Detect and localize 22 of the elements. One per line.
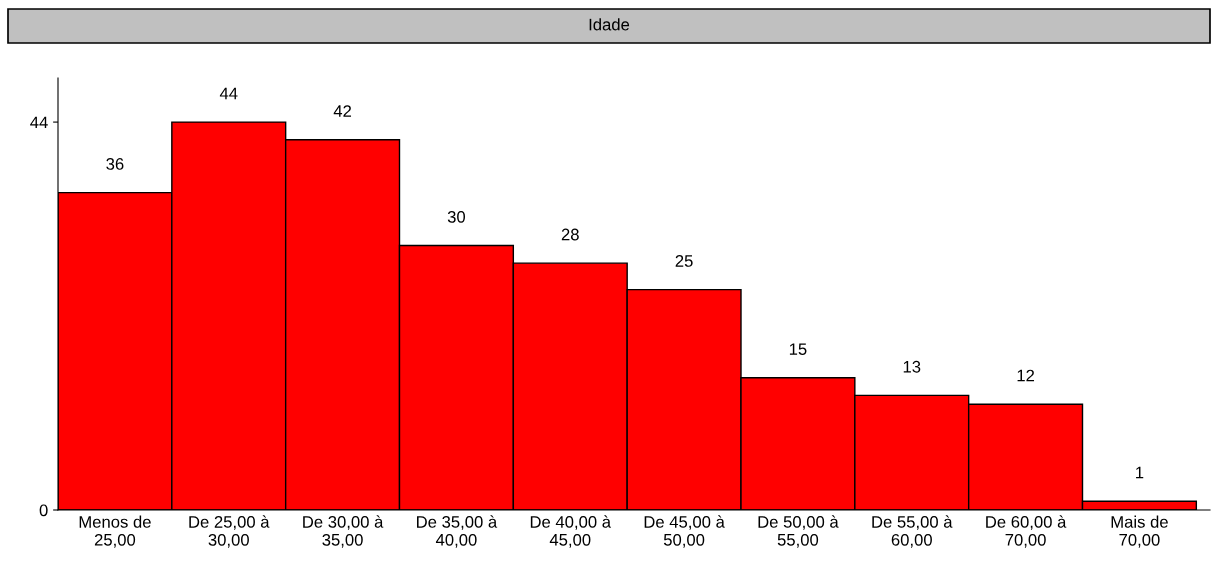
x-tick-label: De 30,00 à 35,00 — [303, 515, 384, 548]
data-label: 30 — [447, 210, 466, 223]
x-tick-label: De 55,00 à 60,00 — [872, 515, 953, 548]
data-label: 15 — [789, 343, 807, 356]
x-tick-label: De 25,00 à 30,00 — [189, 515, 270, 548]
x-tick-label: Menos de 25,00 — [79, 515, 151, 548]
x-tick-label: De 60,00 à 70,00 — [986, 515, 1067, 548]
x-tick-label: De 45,00 à 50,00 — [644, 515, 725, 548]
data-label: 25 — [675, 255, 693, 267]
data-label: 28 — [561, 228, 579, 241]
data-label: 44 — [219, 87, 238, 100]
data-label: 36 — [106, 158, 124, 170]
data-label: 12 — [1017, 369, 1035, 382]
x-tick-label: De 35,00 à 40,00 — [417, 515, 498, 548]
x-tick-label: Mais de 70,00 — [1111, 515, 1168, 548]
x-tick-label: De 50,00 à 55,00 — [758, 515, 839, 548]
y-tick-label: 0 — [39, 504, 48, 517]
data-label: 1 — [1136, 466, 1144, 479]
chart-title: Idade — [589, 18, 630, 31]
x-tick-label: De 40,00 à 45,00 — [530, 515, 612, 548]
data-label: 42 — [333, 105, 352, 117]
data-label: 13 — [903, 360, 921, 373]
